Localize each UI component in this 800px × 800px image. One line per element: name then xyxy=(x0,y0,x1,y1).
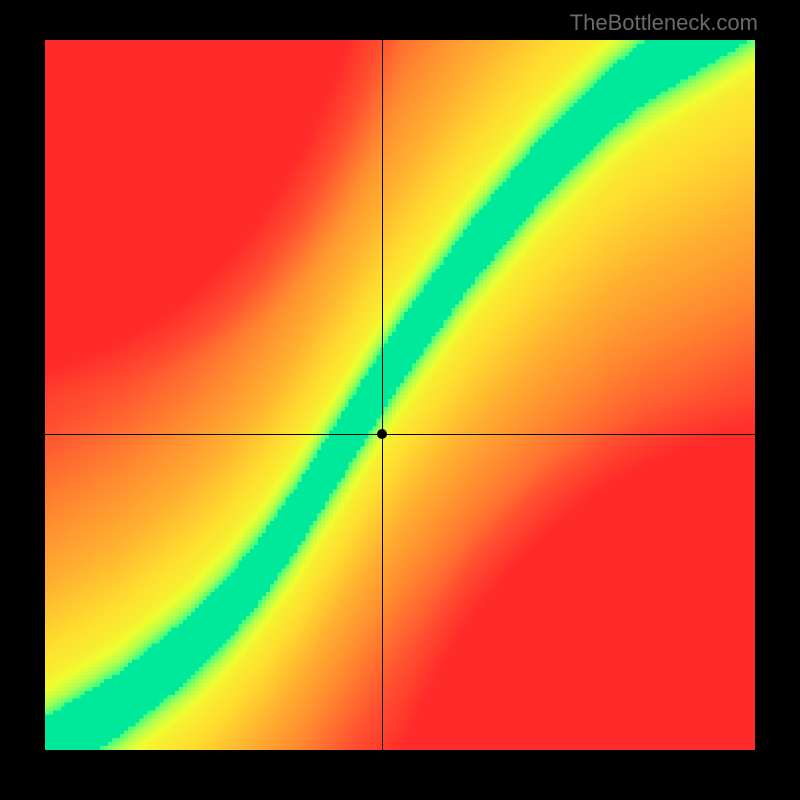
crosshair-vertical xyxy=(382,40,383,750)
bottleneck-heatmap xyxy=(45,40,755,750)
crosshair-horizontal xyxy=(45,434,755,435)
chart-container: TheBottleneck.com xyxy=(0,0,800,800)
watermark-text: TheBottleneck.com xyxy=(570,10,758,36)
